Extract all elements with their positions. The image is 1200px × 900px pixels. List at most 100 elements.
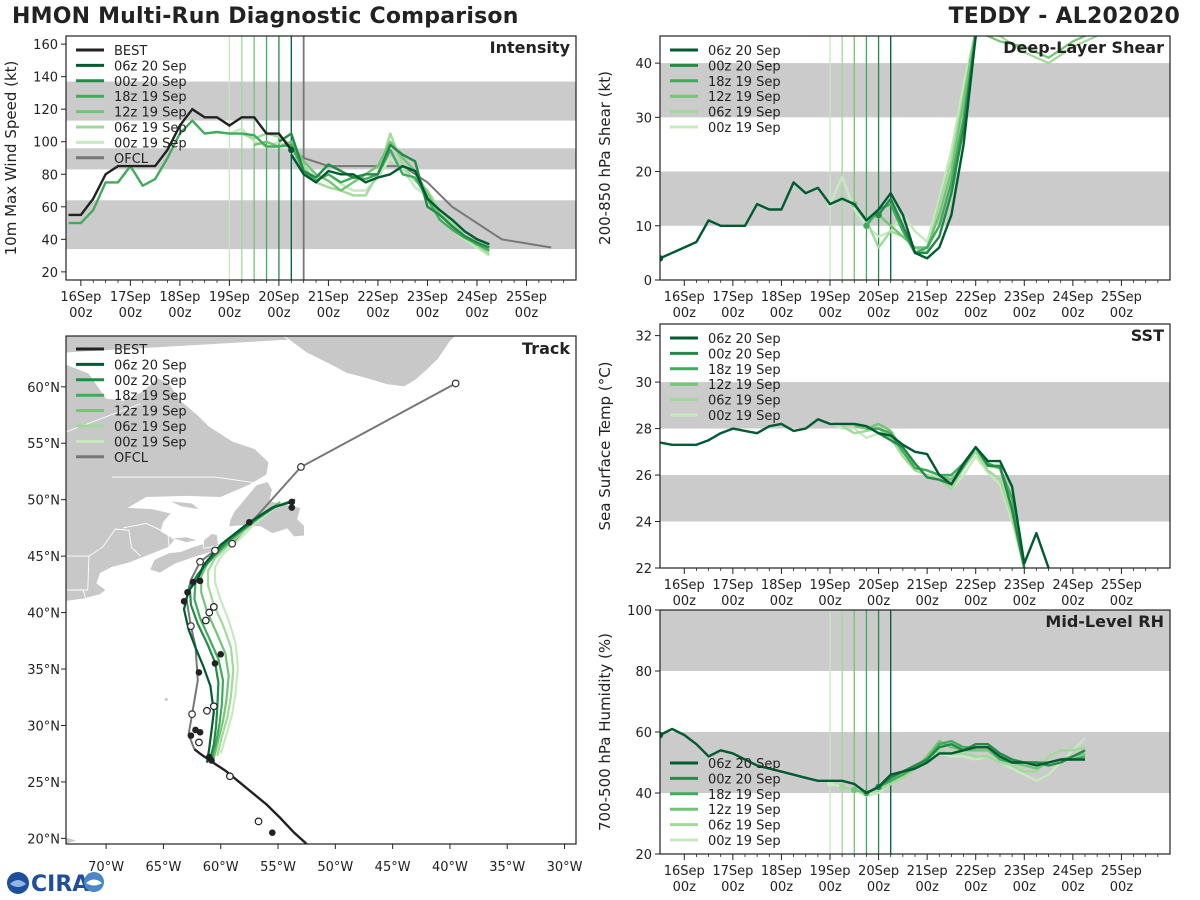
track-lon-label: 60°W (203, 860, 239, 875)
track-position-marker-open (201, 616, 210, 625)
intensity-band (66, 148, 576, 170)
land-greenland-edge (66, 336, 359, 354)
rh-init-point (838, 783, 846, 791)
shear-legend-label: 06z 20 Sep (708, 44, 781, 59)
intensity-ylabel: 10m Max Wind Speed (kt) (2, 61, 20, 256)
land-anticosti (168, 500, 202, 511)
sst-legend-label: 06z 20 Sep (708, 332, 781, 347)
sst-xtick-label-day: 19Sep (809, 578, 850, 593)
shear-band (660, 63, 1170, 118)
land-north-america (66, 336, 270, 602)
shear-legend-label: 00z 20 Sep (708, 59, 781, 74)
intensity-frame (65, 35, 577, 281)
intensity-ytick-label: 140 (33, 71, 58, 86)
track-lat-label: 30°N (27, 719, 60, 734)
intensity-xtick-label-hour: 00z (218, 306, 242, 321)
track-lon-label: 45°W (375, 860, 411, 875)
intensity-xtick-label-hour: 00z (515, 306, 539, 321)
rh-xtick-label-day: 25Sep (1101, 864, 1142, 879)
intensity-xtick-label-hour: 00z (119, 306, 143, 321)
intensity-series-line (68, 119, 490, 252)
rh-xtick-label-hour: 00z (915, 880, 939, 895)
shear-xtick-label-hour: 00z (915, 306, 939, 321)
intensity-xtick-label-day: 21Sep (308, 290, 349, 305)
intensity-title: Intensity (490, 38, 571, 57)
intensity-ytick-label: 120 (33, 103, 58, 118)
intensity-legend-label: 06z 19 Sep (114, 121, 187, 136)
rh-series-line (877, 743, 1086, 788)
rh-ytick-label: 60 (635, 726, 652, 741)
rh-xtick-label-day: 16Sep (664, 864, 705, 879)
shear-xtick-label-day: 18Sep (761, 290, 802, 305)
intensity-xtick-label-hour: 00z (366, 306, 390, 321)
track-series-line (207, 510, 270, 757)
rh-legend-label: 00z 19 Sep (708, 834, 781, 849)
rh-xtick-label-hour: 00z (818, 880, 842, 895)
sst-legend-label: 18z 19 Sep (708, 363, 781, 378)
track-lat-label: 40°N (27, 607, 60, 622)
intensity-xtick-label-hour: 00z (317, 306, 341, 321)
track-position-marker (195, 669, 203, 676)
rh-legend-label: 12z 19 Sep (708, 803, 781, 818)
rh-ylabel: 700-500 hPa Humidity (%) (596, 633, 614, 831)
track-legend-label: BEST (114, 343, 147, 358)
intensity-legend-label: OFCL (114, 152, 149, 167)
sst-ytick-label: 26 (635, 469, 652, 484)
track-ofcl-marker (211, 546, 219, 555)
shear-xtick-label-day: 17Sep (712, 290, 753, 305)
track-series-line (182, 500, 293, 763)
track-position-marker-open (254, 817, 263, 826)
intensity-ytick-label: 40 (41, 233, 58, 248)
shear-ytick-label: 0 (644, 274, 652, 289)
sst-ytick-label: 28 (635, 423, 652, 438)
track-ofcl-marker (196, 557, 204, 566)
track-position-marker (184, 588, 191, 596)
rh-xtick-label-hour: 00z (770, 880, 794, 895)
shear-xtick-label-hour: 00z (1061, 306, 1085, 321)
intensity-xtick-label-hour: 00z (168, 306, 192, 321)
logo-cloud-icon (86, 879, 102, 886)
shear-xtick-label-hour: 00z (721, 306, 745, 321)
intensity-legend-label: 00z 20 Sep (114, 75, 187, 90)
sst-xtick-label-hour: 00z (964, 594, 988, 609)
shear-series-line (877, 36, 977, 255)
land-border (66, 589, 86, 599)
shear-xtick-label-day: 16Sep (664, 290, 705, 305)
shear-xtick-label-hour: 00z (964, 306, 988, 321)
sst-ytick-label: 22 (635, 562, 652, 577)
track-frame (65, 335, 577, 845)
rh-series-line (829, 737, 1086, 798)
track-position-marker (211, 660, 219, 667)
rh-xtick-label-day: 18Sep (761, 864, 802, 879)
rh-xtick-label-day: 24Sep (1052, 864, 1093, 879)
land-border (123, 522, 170, 548)
rh-ytick-label: 40 (635, 787, 652, 802)
shear-xtick-label-day: 21Sep (907, 290, 948, 305)
track-map-area (66, 336, 460, 844)
intensity-best-point (288, 146, 295, 154)
shear-ytick-label: 20 (635, 166, 652, 181)
rh-xtick-label-hour: 00z (1110, 880, 1134, 895)
land-cape-breton (203, 533, 219, 549)
shear-ylabel: 200-850 hPa Shear (kt) (596, 71, 614, 245)
shear-legend-label: 00z 19 Sep (708, 121, 781, 136)
track-position-marker (180, 597, 188, 605)
track-position-marker (189, 578, 197, 586)
sst-xtick-label-day: 20Sep (858, 578, 899, 593)
sst-xtick-label-hour: 00z (1013, 594, 1037, 609)
rh-legend-label: 18z 19 Sep (708, 788, 781, 803)
intensity-ytick-label: 160 (33, 38, 58, 53)
rh-panel: 2040608010016Sep00z17Sep00z18Sep00z19Sep… (596, 604, 1171, 895)
track-position-marker (288, 504, 296, 511)
shear-xtick-label-day: 23Sep (1004, 290, 1045, 305)
track-position-marker-open (209, 603, 218, 611)
intensity-series-line (290, 154, 490, 246)
rh-legend-label: 06z 20 Sep (708, 757, 781, 772)
sst-legend-label: 00z 19 Sep (708, 409, 781, 424)
intensity-ytick-label: 100 (33, 136, 58, 151)
shear-xtick-label-hour: 00z (1110, 306, 1134, 321)
land-bermuda (164, 698, 168, 702)
sst-xtick-label-day: 23Sep (1004, 578, 1045, 593)
intensity-ofcl-line (290, 149, 552, 249)
